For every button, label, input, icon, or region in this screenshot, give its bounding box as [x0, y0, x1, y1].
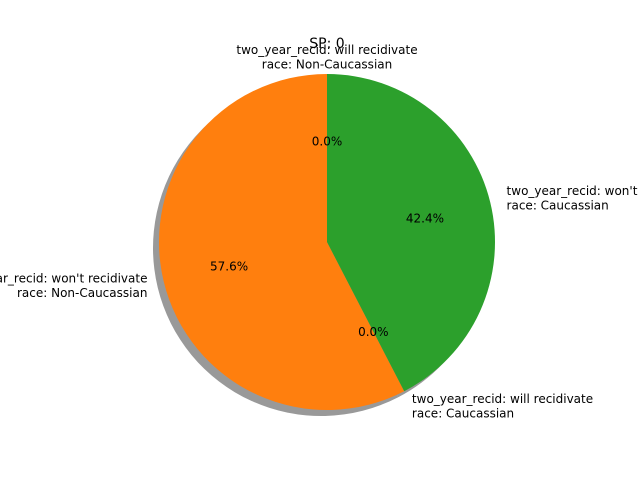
slice-label-line: two_year_recid: will recidivate [412, 392, 593, 406]
slice-label-line: two_year_recid: won't recidivate [0, 272, 147, 286]
slice-labels: two_year_recid: will recidivate race: Non… [0, 43, 640, 420]
slice-percent-labels: 0.0% 57.6% 0.0% 42.4% [210, 135, 444, 339]
slice-label-line: race: Non-Caucassian [262, 57, 392, 71]
slice-label-line: race: Caucassian [412, 406, 514, 420]
chart-title: SP: 0 [309, 36, 344, 52]
slice-percent-label: 57.6% [210, 259, 248, 273]
slice-label-line: race: Non-Caucassian [17, 286, 147, 300]
pie-slice [327, 74, 495, 392]
pie-wedges [159, 74, 495, 411]
slice-percent-label: 0.0% [312, 135, 343, 149]
slice-label-line: two_year_recid: won't recidivate [507, 184, 640, 198]
slice-label: two_year_recid: will recidivate race: Cau… [412, 392, 593, 420]
pie-slice [159, 74, 405, 411]
slice-label-line: race: Caucassian [507, 199, 609, 213]
slice-label: two_year_recid: will recidivate race: Non… [236, 43, 417, 71]
slice-percent-label: 42.4% [406, 212, 444, 226]
slice-label-line: two_year_recid: will recidivate [236, 43, 417, 57]
slice-percent-label: 0.0% [358, 325, 389, 339]
